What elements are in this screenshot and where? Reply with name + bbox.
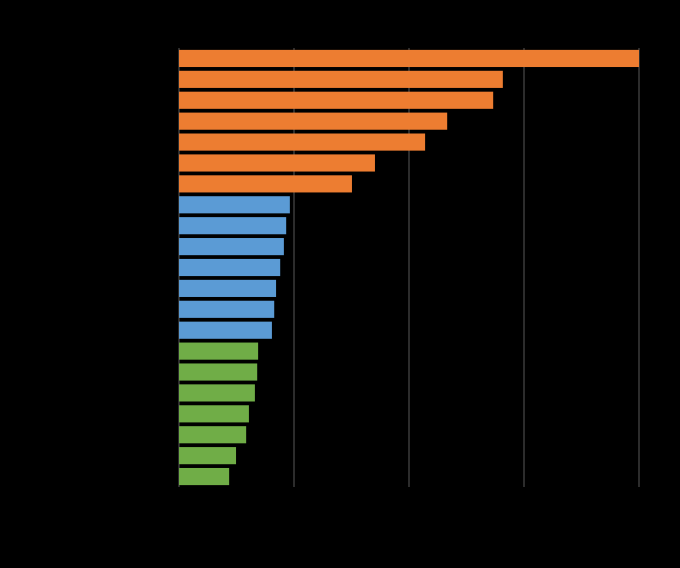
bar: [179, 258, 281, 277]
bar: [179, 154, 375, 172]
bar: [179, 279, 277, 297]
bar: [179, 91, 494, 109]
bar: [179, 467, 230, 486]
bar: [179, 321, 272, 339]
bar: [179, 363, 258, 381]
bar: [179, 300, 275, 318]
x-tick-label: 75: [517, 495, 531, 509]
bar: [179, 238, 284, 256]
x-tick-label: 25: [287, 495, 301, 509]
bar: [179, 70, 503, 88]
bar: [179, 196, 290, 214]
bar: [179, 426, 247, 444]
bar: [179, 447, 237, 465]
bar: [179, 175, 352, 193]
bar: [179, 217, 287, 235]
bar: [179, 405, 249, 423]
x-tick-label: 0: [176, 495, 183, 509]
x-tick-label: 50: [402, 495, 416, 509]
bar: [179, 133, 426, 151]
x-tick-label: 100: [629, 495, 649, 509]
bar: [179, 384, 255, 402]
bar: [179, 342, 259, 360]
bar: [179, 112, 448, 130]
bar: [179, 49, 639, 68]
